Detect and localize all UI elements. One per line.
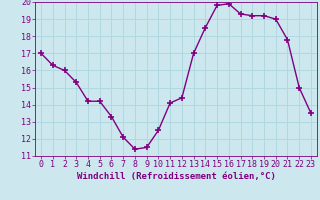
- X-axis label: Windchill (Refroidissement éolien,°C): Windchill (Refroidissement éolien,°C): [76, 172, 276, 181]
